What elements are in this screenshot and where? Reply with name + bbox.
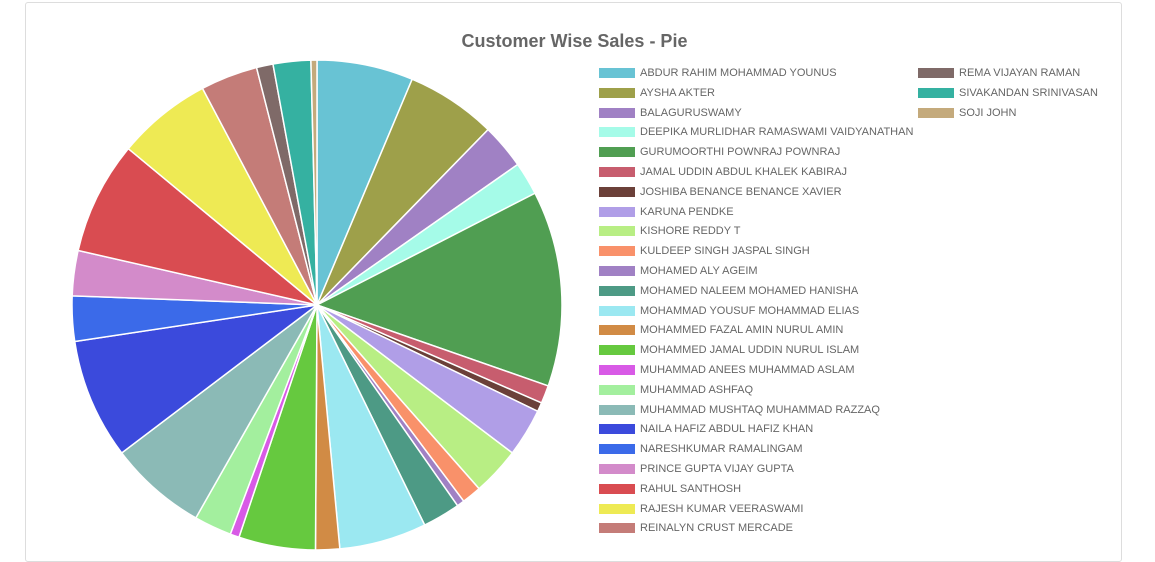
- legend-swatch: [599, 523, 635, 534]
- pie-slice[interactable]: [73, 304, 318, 454]
- legend-swatch: [599, 266, 635, 276]
- legend-label: PRINCE GUPTA VIJAY GUPTA: [640, 463, 794, 475]
- legend-swatch: [599, 424, 635, 435]
- legend-label: MUHAMMAD MUSHTAQ MUHAMMAD RAZZAQ: [640, 403, 880, 416]
- legend-label: JOSHIBA BENANCE BENANCE XAVIER: [640, 185, 842, 198]
- legend-swatch: [918, 68, 954, 78]
- legend-swatch: [599, 87, 635, 98]
- legend-swatch: [599, 345, 635, 356]
- legend-label: RAJESH KUMAR VEERASWAMI: [640, 502, 804, 515]
- legend-label: JAMAL UDDIN ABDUL KHALEK KABIRAJ: [640, 166, 848, 178]
- legend-swatch: [599, 246, 635, 257]
- legend-swatch: [599, 483, 635, 494]
- pie-slice[interactable]: [77, 147, 318, 306]
- legend-swatch: [599, 464, 635, 474]
- legend-label: NARESHKUMAR RAMALINGAM: [640, 443, 803, 456]
- legend-label: AYSHA AKTER: [640, 86, 715, 99]
- legend-swatch: [599, 167, 635, 177]
- legend-swatch: [599, 186, 635, 197]
- legend-label: MUHAMMAD ASHFAQ: [640, 383, 754, 396]
- legend-swatch: [599, 206, 635, 217]
- legend-label: RAHUL SANTHOSH: [640, 482, 742, 495]
- legend-swatch: [599, 68, 635, 78]
- legend-swatch: [599, 404, 635, 415]
- legend-label: MUHAMMAD ANEES MUHAMMAD ASLAM: [640, 364, 855, 376]
- legend-swatch: [918, 87, 954, 98]
- legend-swatch: [599, 147, 635, 158]
- pie-slice[interactable]: [315, 192, 563, 387]
- legend-swatch: [599, 325, 635, 336]
- legend-swatch: [599, 107, 635, 118]
- legend-label: MOHAMMED JAMAL UDDIN NURUL ISLAM: [640, 344, 860, 357]
- legend-label: SIVAKANDAN SRINIVASAN: [959, 86, 1098, 99]
- legend-label: DEEPIKA MURLIDHAR RAMASWAMI VAIDYANATHAN: [640, 126, 914, 139]
- legend-label: REINALYN CRUST MERCADE: [640, 522, 794, 535]
- legend-swatch: [599, 127, 635, 138]
- legend-swatch: [599, 444, 635, 455]
- legend-label: ABDUR RAHIM MOHAMMAD YOUNUS: [640, 67, 837, 79]
- legend-label: KISHORE REDDY T: [640, 225, 741, 238]
- legend-label: MOHAMED ALY AGEIM: [640, 265, 758, 277]
- legend-label: REMA VIJAYAN RAMAN: [959, 67, 1081, 79]
- legend-swatch: [599, 285, 635, 296]
- legend-swatch: [599, 305, 635, 316]
- legend-label: GURUMOORTHI POWNRAJ POWNRAJ: [640, 146, 841, 159]
- chart-title: Customer Wise Sales - Pie: [461, 31, 688, 51]
- legend-label: SOJI JOHN: [959, 106, 1017, 119]
- legend-swatch: [599, 226, 635, 237]
- legend-swatch: [599, 503, 635, 514]
- pie-slice[interactable]: [310, 59, 318, 306]
- legend-label: NAILA HAFIZ ABDUL HAFIZ KHAN: [640, 423, 814, 436]
- legend-label: MOHAMMED FAZAL AMIN NURUL AMIN: [640, 324, 844, 337]
- legend-label: KULDEEP SINGH JASPAL SINGH: [640, 245, 810, 258]
- legend-swatch: [918, 107, 954, 118]
- legend-label: KARUNA PENDKE: [640, 205, 734, 218]
- pie-chart: [71, 59, 563, 551]
- legend-label: MOHAMMAD YOUSUF MOHAMMAD ELIAS: [640, 304, 860, 317]
- legend-label: MOHAMED NALEEM MOHAMED HANISHA: [640, 284, 859, 297]
- legend-swatch: [599, 365, 635, 375]
- chart-card: Customer Wise Sales - Pie ABDUR RAHIM MO…: [25, 2, 1122, 562]
- legend-swatch: [599, 384, 635, 395]
- legend-label: BALAGURUSWAMY: [640, 106, 742, 119]
